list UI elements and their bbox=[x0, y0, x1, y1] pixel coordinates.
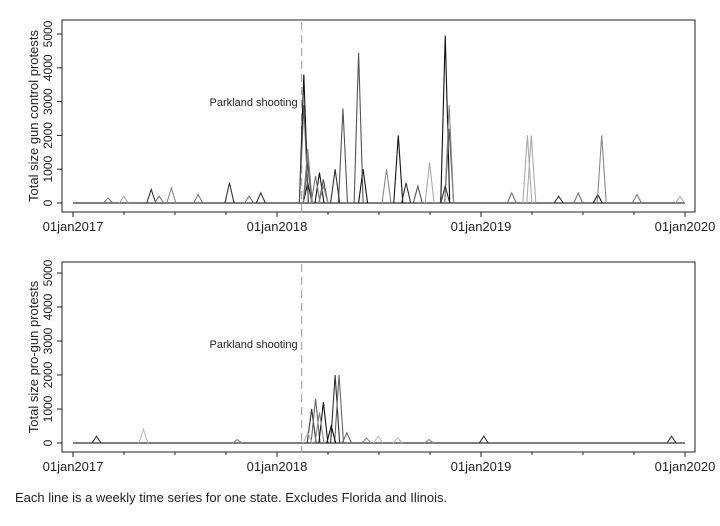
data-point bbox=[440, 183, 451, 204]
data-point bbox=[314, 172, 325, 204]
data-point bbox=[326, 423, 337, 444]
y-tick-label: 1000 bbox=[41, 395, 55, 422]
series-2 bbox=[166, 104, 607, 204]
data-point bbox=[337, 108, 349, 204]
data-point bbox=[302, 155, 313, 204]
x-tick-label: 01jan2018 bbox=[247, 219, 308, 234]
x-tick-label: 01jan2019 bbox=[451, 219, 512, 234]
y-tick-label: 3000 bbox=[41, 88, 55, 115]
y-axis-label: Total size pro-gun protests bbox=[26, 280, 41, 433]
data-point bbox=[506, 191, 517, 204]
data-point bbox=[91, 435, 102, 444]
series-4 bbox=[232, 412, 434, 444]
data-point bbox=[224, 182, 235, 204]
data-point bbox=[103, 197, 114, 204]
data-point bbox=[381, 169, 392, 204]
data-point bbox=[255, 191, 266, 204]
data-point bbox=[306, 408, 317, 444]
data-point bbox=[424, 162, 435, 204]
data-point bbox=[318, 183, 329, 204]
data-point bbox=[553, 195, 564, 204]
x-tick-label: 01jan2020 bbox=[655, 459, 716, 474]
series-1 bbox=[310, 374, 352, 444]
y-axis-label: Total size gun control protests bbox=[26, 30, 41, 202]
data-point bbox=[596, 135, 607, 204]
data-point bbox=[526, 135, 537, 204]
data-point bbox=[573, 191, 584, 204]
series-1 bbox=[298, 52, 455, 204]
x-tick-label: 01jan2018 bbox=[247, 459, 308, 474]
y-tick-label: 4000 bbox=[41, 54, 55, 81]
y-tick-label: 0 bbox=[41, 199, 55, 206]
data-point bbox=[118, 195, 129, 204]
data-point bbox=[424, 438, 434, 444]
parkland-label: Parkland shooting bbox=[210, 97, 298, 109]
data-point bbox=[232, 438, 243, 444]
data-point bbox=[330, 169, 341, 204]
y-tick-label: 3000 bbox=[41, 327, 55, 354]
figure-caption: Each line is a weekly time series for on… bbox=[15, 490, 448, 505]
data-point bbox=[138, 427, 149, 444]
data-point bbox=[353, 52, 364, 204]
data-point bbox=[666, 435, 677, 444]
data-point bbox=[631, 193, 642, 204]
data-point bbox=[412, 183, 423, 204]
series-2 bbox=[318, 402, 337, 444]
data-point bbox=[333, 374, 345, 444]
y-tick-label: 5000 bbox=[41, 259, 55, 286]
y-tick-label: 4000 bbox=[41, 293, 55, 320]
y-tick-label: 0 bbox=[41, 439, 55, 446]
y-tick-label: 2000 bbox=[41, 122, 55, 149]
x-tick-label: 01jan2017 bbox=[43, 219, 104, 234]
data-point bbox=[146, 187, 157, 204]
plot-frame bbox=[61, 261, 696, 453]
data-point bbox=[166, 185, 177, 204]
data-point bbox=[522, 135, 533, 204]
series-5 bbox=[103, 155, 642, 204]
y-tick-label: 2000 bbox=[41, 361, 55, 388]
data-point bbox=[444, 104, 455, 204]
data-point bbox=[341, 431, 352, 444]
data-point bbox=[310, 175, 321, 204]
series-3 bbox=[118, 135, 685, 204]
data-point bbox=[392, 437, 403, 444]
x-tick-label: 01jan2020 bbox=[655, 219, 716, 234]
y-tick-label: 5000 bbox=[41, 20, 55, 47]
x-tick-label: 01jan2019 bbox=[451, 459, 512, 474]
data-point bbox=[314, 412, 325, 444]
parkland-label: Parkland shooting bbox=[210, 339, 298, 351]
data-point bbox=[478, 435, 489, 444]
plot-frame bbox=[61, 19, 696, 213]
data-point bbox=[154, 195, 165, 204]
y-tick-label: 1000 bbox=[41, 156, 55, 183]
series-0 bbox=[91, 374, 677, 444]
data-point bbox=[193, 193, 204, 204]
data-point bbox=[393, 135, 404, 204]
series-0 bbox=[298, 35, 603, 204]
data-point bbox=[318, 402, 329, 444]
series-3 bbox=[138, 427, 403, 444]
x-tick-label: 01jan2017 bbox=[43, 459, 104, 474]
data-point bbox=[675, 195, 685, 204]
data-point bbox=[358, 169, 369, 204]
data-point bbox=[330, 374, 341, 444]
data-point bbox=[310, 398, 321, 444]
data-point bbox=[361, 437, 372, 444]
data-point bbox=[302, 431, 313, 444]
data-point bbox=[318, 179, 329, 204]
data-point bbox=[244, 195, 255, 204]
data-point bbox=[373, 435, 384, 444]
data-point bbox=[401, 182, 412, 204]
